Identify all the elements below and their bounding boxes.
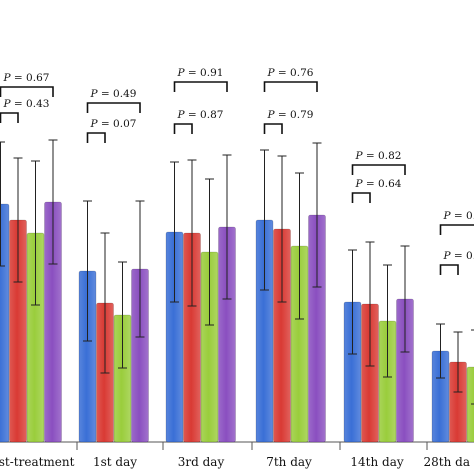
significance-bracket-group2-0	[173, 123, 193, 134]
p-value-label-group1-0: P = 0.07	[90, 118, 137, 130]
category-label-2: 3rd day	[178, 455, 225, 469]
significance-bracket-group4-0	[351, 192, 371, 203]
significance-bracket-group1-0	[86, 132, 106, 143]
significance-bracket-group4-1	[351, 164, 406, 175]
p-value-label-group5-1: P = 0.9	[443, 210, 474, 222]
significance-bracket-group0-0	[0, 112, 19, 123]
p-value-label-group2-1: P = 0.91	[177, 67, 224, 79]
category-label-5: 28th da	[424, 455, 470, 469]
bar-series2-group5	[466, 366, 474, 443]
p-value-label-group4-1: P = 0.82	[355, 150, 402, 162]
bar-series0-group0	[0, 203, 10, 443]
significance-bracket-group5-1	[439, 224, 474, 235]
category-label-3: 7th day	[266, 455, 312, 469]
significance-bracket-group1-1	[86, 102, 141, 113]
p-value-label-group0-0: P = 0.43	[3, 98, 50, 110]
category-label-1: 1st day	[93, 455, 137, 469]
p-value-label-group4-0: P = 0.64	[355, 178, 402, 190]
p-value-label-group3-0: P = 0.79	[267, 109, 314, 121]
axis-layer	[0, 441, 474, 450]
category-label-4: 14th day	[350, 455, 403, 469]
category-labels-layer: ost-treatment 1st day 3rd day 7th day 14th d…	[0, 455, 470, 469]
p-value-label-group0-1: P = 0.67	[3, 72, 50, 84]
p-value-label-group2-0: P = 0.87	[177, 109, 224, 121]
p-value-label-group1-1: P = 0.49	[90, 88, 137, 100]
significance-bracket-group5-0	[439, 264, 459, 275]
significance-bracket-group0-1	[0, 86, 54, 97]
error-bars-layer	[0, 139, 474, 405]
significance-bracket-group3-0	[263, 123, 283, 134]
bars-layer	[0, 201, 474, 443]
significance-bracket-group3-1	[263, 81, 318, 92]
p-value-label-group3-1: P = 0.76	[267, 67, 314, 79]
category-label-0: ost-treatment	[0, 455, 75, 469]
p-value-label-group5-0: P = 0.51	[443, 250, 474, 262]
significance-brackets-layer: P = 0.43 P = 0.67 P = 0.07 P = 0.49 P = 0.87…	[0, 67, 474, 275]
significance-bracket-group2-1	[173, 81, 228, 92]
